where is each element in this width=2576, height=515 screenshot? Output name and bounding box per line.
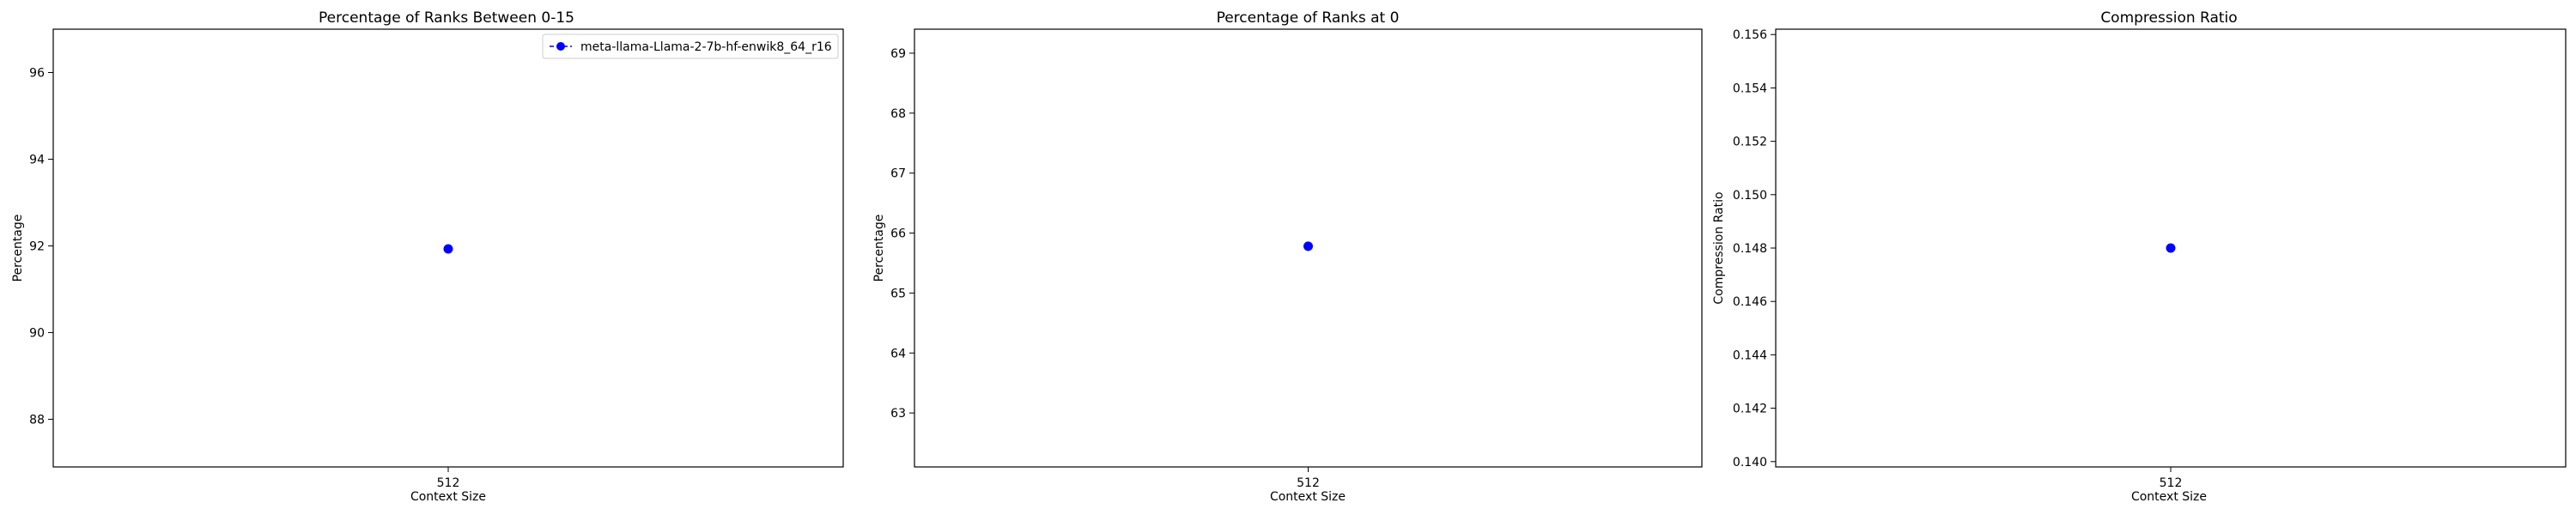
y-tick-label: 67 (890, 167, 906, 181)
panel-ranks-at-0: Percentage of Ranks at 0 63646566676869 … (872, 9, 1703, 504)
y-tick-label: 88 (29, 413, 45, 427)
panel-3-x-axis-label: Context Size (2131, 490, 2207, 504)
y-tick-label: 92 (29, 239, 45, 253)
panel-3-x-ticks: 512 (2160, 467, 2183, 490)
panel-1-y-axis-label: Percentage (11, 215, 25, 282)
y-tick-label: 0.144 (1733, 348, 1767, 362)
panel-3-y-axis-label: Compression Ratio (1712, 191, 1726, 304)
y-tick-label: 0.156 (1733, 28, 1767, 42)
panel-3-marks (2166, 243, 2176, 253)
panel-2-x-ticks: 512 (1297, 467, 1320, 490)
panel-2-y-ticks: 63 64 65 66 67 68 69 (890, 47, 914, 421)
panel-2-title: Percentage of Ranks at 0 (1217, 9, 1400, 27)
panel-1-x-ticks: 512 (437, 467, 460, 490)
panel-2-x-axis-label: Context Size (1270, 490, 1346, 504)
panel-1-marks (443, 244, 453, 254)
x-tick-label: 512 (2160, 476, 2183, 490)
legend-box (542, 33, 839, 59)
panel-3-title: Compression Ratio (2100, 9, 2237, 27)
panel-1-title: Percentage of Ranks Between 0-15 (319, 9, 574, 27)
y-tick-label: 69 (890, 47, 906, 61)
y-tick-label: 96 (29, 66, 45, 80)
y-tick-label: 66 (890, 227, 906, 241)
y-tick-label: 0.148 (1733, 242, 1767, 256)
y-tick-label: 64 (890, 347, 906, 360)
data-point (2166, 243, 2176, 253)
panel-2-y-axis-label: Percentage (872, 215, 886, 282)
data-point (1303, 241, 1313, 251)
y-tick-label: 90 (29, 326, 45, 340)
data-point (443, 244, 453, 254)
y-tick-label: 68 (890, 107, 906, 121)
panel-1-legend: meta-llama-Llama-2-7b-hf-enwik8_64_r16 (542, 33, 839, 59)
y-tick-label: 0.146 (1733, 295, 1767, 309)
panel-compression-ratio: Compression Ratio 0.1400.1420.1440.1460.… (1712, 9, 2567, 504)
panel-ranks-0-15: Percentage of Ranks Between 0-15 88 90 92 9… (11, 9, 844, 504)
y-tick-label: 65 (890, 287, 906, 300)
panel-1-y-ticks: 88 90 92 94 96 (29, 66, 53, 427)
panel-2-marks (1303, 241, 1313, 251)
y-tick-label: 0.154 (1733, 82, 1767, 95)
y-tick-label: 0.150 (1733, 189, 1767, 203)
y-tick-label: 0.142 (1733, 403, 1767, 416)
legend-marker (556, 42, 565, 51)
panel-1-x-axis-label: Context Size (410, 490, 486, 504)
panel-3-y-ticks: 0.140 0.142 0.144 0.146 0.148 0.150 0.152 0.154… (1733, 28, 1776, 470)
y-tick-label: 94 (29, 153, 45, 167)
y-tick-label: 0.152 (1733, 136, 1767, 149)
x-tick-label: 512 (1297, 476, 1320, 490)
legend-label: meta-llama-Llama-2-7b-hf-enwik8_64_r16 (580, 40, 832, 54)
y-tick-label: 0.140 (1733, 456, 1767, 470)
y-tick-label: 63 (890, 407, 906, 421)
x-tick-label: 512 (437, 476, 460, 490)
